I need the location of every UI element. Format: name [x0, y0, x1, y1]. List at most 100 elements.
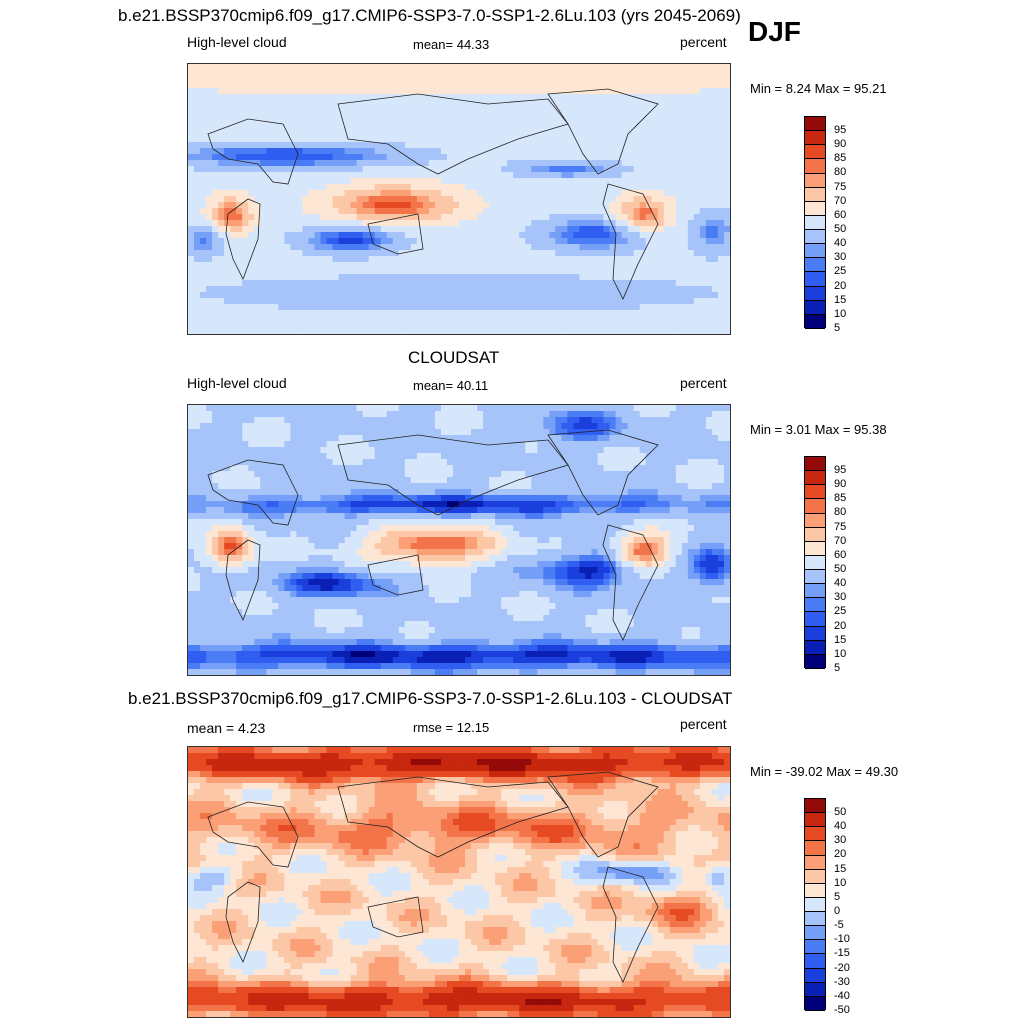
map-cell	[272, 220, 279, 227]
map-cell	[519, 94, 526, 101]
map-cell	[374, 244, 382, 251]
map-cell	[543, 220, 550, 227]
map-cell	[248, 411, 255, 418]
map-cell	[597, 166, 605, 173]
map-cell	[519, 405, 526, 412]
map-cell	[350, 76, 358, 83]
map-cell	[639, 441, 647, 448]
map-cell	[302, 76, 310, 83]
map-cell	[206, 124, 213, 131]
map-cell	[495, 196, 502, 203]
map-cell	[446, 70, 454, 77]
map-cell	[326, 286, 334, 293]
map-cell	[248, 88, 255, 95]
map-cell	[206, 88, 213, 95]
map-cell	[290, 88, 297, 95]
map-cell	[561, 106, 568, 113]
map-cell	[344, 130, 352, 137]
map-cell	[440, 447, 448, 454]
map-cell	[525, 328, 532, 334]
map-cell	[459, 250, 466, 257]
map-cell	[380, 232, 388, 239]
map-cell	[260, 447, 267, 454]
map-cell	[717, 405, 725, 412]
map-cell	[663, 112, 671, 119]
map-cell	[326, 423, 334, 430]
map-cell	[320, 250, 328, 257]
map-cell	[573, 106, 581, 113]
map-cell	[519, 142, 526, 149]
map-cell	[332, 208, 340, 215]
map-cell	[314, 94, 322, 101]
map-cell	[603, 118, 611, 125]
map-cell	[212, 262, 219, 269]
map-cell	[254, 423, 261, 430]
map-cell	[573, 310, 581, 317]
map-cell	[675, 280, 683, 287]
map-cell	[597, 423, 605, 430]
map-cell	[711, 208, 719, 215]
map-cell	[687, 274, 695, 281]
map-cell	[224, 106, 231, 113]
map-cell	[543, 417, 550, 424]
map-cell	[621, 423, 629, 430]
map-cell	[248, 226, 255, 233]
map-cell	[645, 220, 653, 227]
map-cell	[428, 310, 436, 317]
map-cell	[513, 310, 520, 317]
map-cell	[489, 154, 496, 161]
map-cell	[459, 429, 466, 436]
colorbar-tick-label: 30	[834, 251, 847, 264]
map-cell	[260, 435, 267, 442]
map-cell	[603, 262, 611, 269]
map-cell	[446, 214, 454, 221]
map-cell	[663, 262, 671, 269]
map-cell	[621, 298, 629, 305]
map-cell	[477, 220, 484, 227]
map-cell	[398, 256, 406, 263]
map-cell	[410, 286, 418, 293]
map-cell	[465, 118, 472, 125]
map-cell	[483, 184, 490, 191]
map-cell	[434, 76, 442, 83]
map-cell	[525, 106, 532, 113]
map-cell	[320, 429, 328, 436]
map-cell	[669, 124, 677, 131]
map-cell	[416, 256, 424, 263]
map-cell	[555, 232, 562, 239]
map-cell	[513, 148, 520, 155]
map-cell	[615, 411, 623, 418]
map-cell	[663, 70, 671, 77]
map-cell	[380, 70, 388, 77]
map-cell	[687, 106, 695, 113]
map-cell	[543, 286, 550, 293]
map-cell	[705, 405, 713, 412]
map-cell	[543, 64, 550, 71]
map-cell	[567, 82, 575, 89]
map-cell	[278, 310, 285, 317]
map-cell	[272, 190, 279, 197]
map-cell	[717, 423, 725, 430]
map-cell	[495, 202, 502, 209]
map-cell	[332, 82, 340, 89]
map-cell	[188, 148, 195, 155]
map-cell	[513, 435, 520, 442]
map-cell	[543, 76, 550, 83]
map-cell	[693, 262, 701, 269]
map-cell	[537, 124, 544, 131]
map-cell	[200, 166, 207, 173]
map-cell	[657, 405, 665, 412]
map-cell	[609, 429, 617, 436]
map-cell	[693, 220, 701, 227]
map-cell	[350, 274, 358, 281]
map-cell	[615, 112, 623, 119]
map-cell	[266, 136, 273, 143]
map-cell	[609, 208, 617, 215]
map-cell	[537, 94, 544, 101]
map-cell	[308, 244, 316, 251]
map-cell	[609, 286, 617, 293]
map-cell	[645, 244, 653, 251]
map-cell	[567, 226, 575, 233]
map-cell	[392, 202, 400, 209]
map-cell	[657, 196, 665, 203]
